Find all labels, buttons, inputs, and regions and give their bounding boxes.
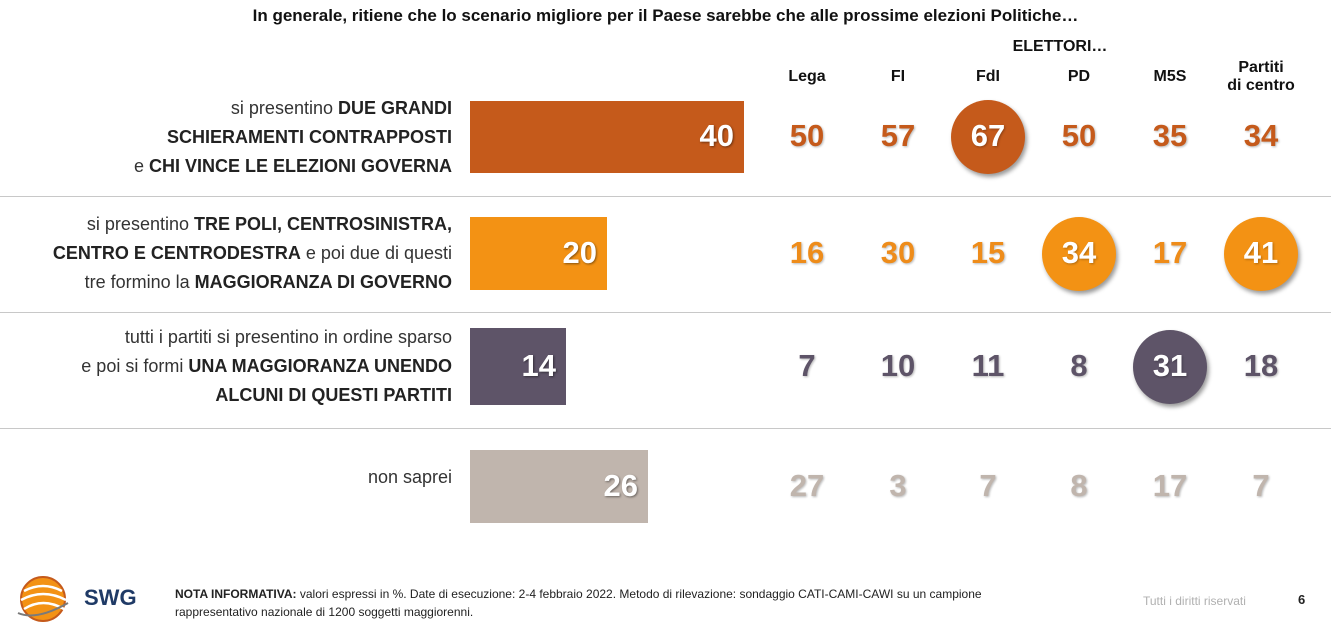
value-cell: 3 (889, 467, 907, 503)
row-label-line: CENTRO E CENTRODESTRA e poi due di quest… (0, 239, 452, 268)
column-header-line: Lega (788, 68, 826, 85)
total-bar (470, 328, 566, 405)
swg-logo-text: SWG (84, 585, 137, 610)
footnote-label: NOTA INFORMATIVA: (175, 587, 297, 601)
row-label-segment: DUE GRANDI (337, 97, 452, 118)
highlight-circle (951, 100, 1025, 174)
value-cell: 31 (1152, 347, 1188, 383)
column-header-line: di centro (1227, 77, 1295, 94)
row-label-segment: si presentino (86, 214, 194, 234)
value-cell: 34 (1061, 234, 1097, 270)
total-bar-value: 14 (521, 347, 556, 383)
value-cell: 11 (971, 347, 1005, 383)
total-bar (470, 450, 648, 523)
row-label-segment: UNA MAGGIORANZA UNENDO (188, 356, 452, 376)
chart-title: In generale, ritiene che lo scenario mig… (252, 6, 1079, 25)
column-header-line: FI (890, 68, 906, 85)
highlight-circle (1133, 329, 1207, 404)
row-label-segment: non saprei (367, 467, 452, 487)
row-label-segment: SCHIERAMENTI CONTRAPPOSTI (166, 126, 452, 147)
column-header-0: Lega (762, 68, 852, 86)
column-header-2: FdI (943, 68, 1033, 86)
value-cell: 16 (789, 234, 825, 270)
row-separator (0, 312, 1331, 313)
row-label-line: SCHIERAMENTI CONTRAPPOSTI (0, 123, 452, 152)
column-header-line: FdI (976, 68, 1000, 85)
row-label-segment: e (133, 155, 149, 176)
row-label-segment: si presentino (230, 97, 338, 118)
column-header-3: PD (1034, 68, 1124, 86)
row-label-line: non saprei (0, 463, 452, 492)
column-header-5: Partiti di centro (1216, 59, 1306, 95)
total-bar (470, 217, 607, 290)
value-cell: 50 (789, 118, 825, 153)
value-cell: 17 (1152, 234, 1188, 270)
column-header-line: PD (1067, 68, 1091, 85)
total-bar-value: 20 (562, 234, 597, 270)
row-label-segment: MAGGIORANZA DI GOVERNO (194, 272, 452, 292)
group-header: ELETTORI… (1012, 38, 1108, 55)
highlight-circle (1224, 216, 1298, 291)
row-label-line: ALCUNI DI QUESTI PARTITI (0, 381, 452, 410)
column-header-line: Partiti (1238, 59, 1284, 76)
row-label-segment: CHI VINCE LE ELEZIONI GOVERNA (148, 155, 452, 176)
row-label-line: si presentino DUE GRANDI (0, 94, 452, 123)
value-cell: 35 (1152, 118, 1188, 153)
value-cell: 27 (789, 467, 825, 503)
footnote: NOTA INFORMATIVA: valori espressi in %. … (175, 585, 1055, 621)
row-label-segment: tutti i partiti si presentino in ordine … (124, 327, 452, 347)
value-cell: 7 (798, 347, 816, 383)
row-label: si presentino TRE POLI, CENTROSINISTRA, C… (0, 210, 452, 297)
value-cell: 8 (1070, 347, 1088, 383)
value-cell: 34 (1243, 118, 1279, 153)
highlight-circle (1042, 216, 1116, 291)
value-cell: 30 (880, 234, 916, 270)
swg-logo-icon (16, 573, 74, 630)
value-cell: 10 (880, 347, 916, 383)
total-bar-value: 40 (699, 118, 734, 153)
value-cell: 50 (1061, 118, 1097, 153)
row-label-line: e CHI VINCE LE ELEZIONI GOVERNA (0, 152, 452, 181)
value-cell: 7 (1252, 467, 1270, 503)
value-cell: 8 (1070, 467, 1088, 503)
row-label-segment: ALCUNI DI QUESTI PARTITI (215, 385, 452, 405)
row-label-segment: CENTRO E CENTRODESTRA (52, 243, 301, 263)
value-cell: 17 (1152, 467, 1188, 503)
total-bar (470, 101, 744, 173)
column-header-1: FI (853, 68, 943, 86)
row-label-line: e poi si formi UNA MAGGIORANZA UNENDO (0, 352, 452, 381)
row-label: non saprei (0, 463, 452, 492)
row-label-segment: tre formino la (84, 272, 195, 292)
row-separator (0, 428, 1331, 429)
value-cell: 57 (880, 118, 916, 153)
row-label-segment: e poi due di questi (300, 243, 452, 263)
row-label-segment: TRE POLI, CENTROSINISTRA, (193, 214, 452, 234)
page-number: 6 (1298, 592, 1306, 607)
row-label-line: tre formino la MAGGIORANZA DI GOVERNO (0, 268, 452, 297)
value-cell: 7 (979, 467, 997, 503)
footnote-text: valori espressi in %. Date di esecuzione… (175, 587, 982, 619)
row-label-line: si presentino TRE POLI, CENTROSINISTRA, (0, 210, 452, 239)
row-label: tutti i partiti si presentino in ordine … (0, 323, 452, 410)
row-label: si presentino DUE GRANDI SCHIERAMENTI CON… (0, 94, 452, 181)
value-cell: 15 (970, 234, 1006, 270)
column-header-line: M5S (1153, 68, 1187, 85)
row-separator (0, 196, 1331, 197)
value-cell: 18 (1243, 347, 1279, 383)
column-header-4: M5S (1125, 68, 1215, 86)
value-cell: 41 (1243, 234, 1279, 270)
total-bar-value: 26 (603, 467, 638, 503)
row-label-segment: e poi si formi (81, 356, 189, 376)
value-cell: 67 (970, 118, 1006, 153)
rights-text: Tutti i diritti riservati (1143, 594, 1246, 608)
row-label-line: tutti i partiti si presentino in ordine … (0, 323, 452, 352)
